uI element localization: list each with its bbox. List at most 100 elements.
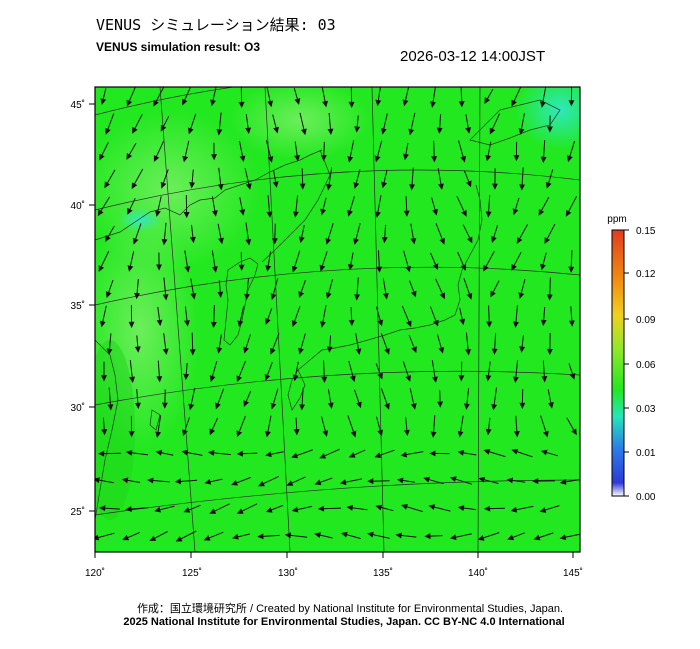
wind-vector-head: [286, 480, 294, 486]
longitude-line-140: [477, 87, 481, 552]
wind-vector-head: [546, 294, 553, 301]
wind-vector-head: [245, 127, 252, 134]
wind-vector-head: [238, 264, 245, 271]
coastline-east-coast: [261, 149, 331, 263]
wind-vector-head: [381, 236, 388, 244]
wind-vector-head: [353, 238, 359, 245]
field-highlight: [230, 87, 370, 160]
wind-vector-head: [104, 181, 111, 189]
wind-vector-head: [99, 153, 105, 161]
wind-vector-head: [272, 181, 279, 188]
wind-vectors: [95, 87, 580, 542]
wind-vector-head: [461, 210, 467, 217]
wind-vector-head: [161, 238, 168, 246]
wind-vector-head: [547, 402, 554, 409]
wind-vector-head: [270, 347, 276, 355]
wind-vector-head: [211, 210, 218, 217]
longitude-line-135: [371, 87, 385, 552]
wind-vector-head: [238, 101, 245, 109]
wind-vector-head: [507, 534, 515, 541]
wind-vector-head: [156, 319, 163, 327]
wind-vector-head: [325, 238, 332, 245]
wind-vector-head: [544, 237, 551, 245]
wind-vector-head: [545, 181, 552, 189]
forecast-timestamp: 2026-03-12 14:00JST: [400, 48, 546, 65]
wind-vector-head: [210, 99, 216, 107]
wind-vector-head: [402, 153, 409, 161]
wind-vector-head: [293, 429, 300, 436]
wind-vector-head: [95, 477, 100, 484]
wind-vector-head: [327, 402, 334, 409]
wind-vector-head: [433, 319, 439, 327]
coastline-hokkaido: [469, 99, 561, 146]
wind-vector-head: [99, 320, 106, 328]
wind-vector-head: [236, 450, 243, 457]
wind-vector-head: [510, 506, 518, 513]
wind-vector-head: [122, 534, 130, 541]
wind-vector-head: [204, 478, 212, 485]
wind-vector-head: [400, 451, 408, 458]
wind-vector-head: [161, 402, 168, 409]
wind-vector-head: [244, 293, 250, 301]
wind-vector-head: [409, 184, 416, 191]
wind-vector-head: [348, 101, 355, 109]
latitude-line-40: [95, 169, 580, 211]
wind-vector-head: [533, 534, 541, 541]
wind-vector-head: [559, 479, 567, 485]
wind-vector-head: [127, 265, 134, 272]
wind-vector-head: [347, 263, 354, 271]
wind-vector-head: [322, 430, 329, 437]
wind-vector-head: [106, 348, 113, 355]
wind-vector-head: [188, 127, 194, 135]
wind-vector-head: [211, 266, 218, 273]
wind-vector-head: [423, 476, 431, 483]
wind-vector-head: [457, 449, 465, 456]
title-japanese: VENUS シミュレーション結果: 03: [96, 16, 336, 34]
wind-vector-head: [327, 128, 334, 136]
wind-vector-head: [460, 264, 467, 272]
wind-vector-head: [546, 348, 553, 356]
wind-vector-head: [513, 430, 520, 438]
wind-vector-head: [430, 431, 437, 438]
wind-vector-head: [490, 290, 496, 298]
wind-vector-head: [542, 430, 549, 438]
wind-vector-head: [101, 429, 108, 436]
wind-vector-head: [243, 400, 250, 408]
coastline-korea: [223, 257, 259, 346]
wind-vector-head: [125, 449, 133, 456]
wind-vector-head: [132, 237, 139, 245]
wind-vector-head: [98, 450, 105, 457]
wind-vector-head: [367, 478, 374, 485]
wind-vector-head: [265, 318, 271, 325]
wind-vector-head: [377, 429, 384, 437]
wind-vector-head: [182, 98, 188, 106]
wind-vector-head: [257, 533, 264, 540]
wind-vector-head: [353, 182, 360, 189]
wind-vector-head: [401, 503, 408, 510]
wind-vector-head: [540, 156, 547, 164]
copyright-text: 2025 National Institute for Environmenta…: [123, 616, 565, 628]
wind-vector-head: [485, 374, 492, 382]
wind-vector-head: [162, 294, 169, 301]
wind-vector-head: [325, 292, 332, 299]
wind-vector-head: [438, 346, 445, 354]
wind-vector-head: [519, 402, 526, 410]
wind-vector-head: [402, 99, 409, 107]
wind-vector-head: [273, 126, 279, 134]
wind-vector-head: [182, 155, 189, 163]
wind-vector-head: [465, 180, 472, 188]
wind-vector-head: [449, 476, 457, 482]
coastline-china-east: [95, 339, 119, 521]
wind-vector-head: [350, 430, 357, 438]
wind-vector-head: [301, 128, 307, 136]
wind-vector-head: [132, 126, 138, 134]
wind-vector-head: [565, 209, 572, 217]
wind-vector-head: [374, 452, 382, 458]
wind-vector-head: [395, 532, 402, 539]
wind-vector-head: [347, 209, 353, 217]
wind-vector-head: [236, 508, 244, 514]
wind-vector-head: [547, 126, 553, 133]
wind-vector-head: [326, 183, 332, 191]
wind-vector-head: [375, 211, 381, 218]
latitude-line-30: [95, 370, 580, 406]
